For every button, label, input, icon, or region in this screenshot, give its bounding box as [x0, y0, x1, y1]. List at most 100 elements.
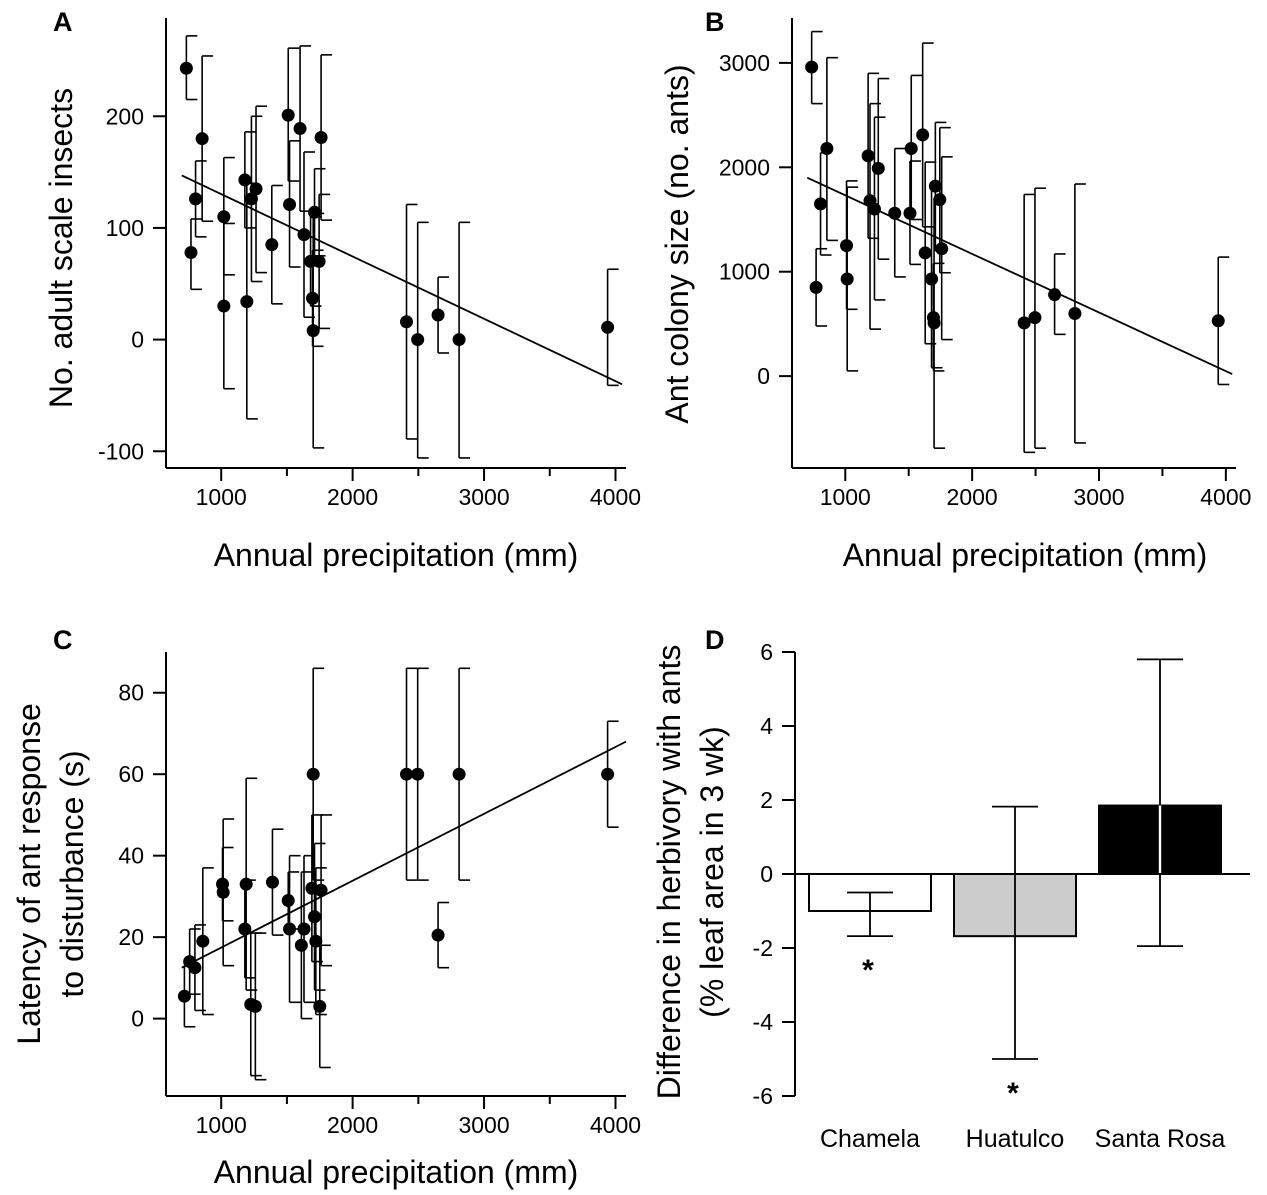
panel-c-point [309, 934, 323, 948]
panel-b-ylabel: Ant colony size (no. ants) [659, 64, 695, 423]
panel-a-point [431, 308, 445, 322]
panel-c-point [248, 999, 262, 1013]
panel-c-point [294, 938, 308, 952]
panel-b-point [1211, 314, 1225, 328]
panel-c-point [306, 767, 320, 781]
panel-c-xlabel: Annual precipitation (mm) [214, 1154, 579, 1190]
panel-c-ylabel-line1: Latency of ant response [11, 703, 47, 1045]
panel-c-ylabel-line2: to disturbance (s) [54, 750, 90, 997]
panel-c-point [177, 989, 191, 1003]
panel-b-y-tick-label: 2000 [719, 154, 770, 180]
panel-c-y-tick-label: 60 [118, 761, 144, 787]
panel-c-point [238, 922, 252, 936]
panel-b-point [927, 316, 941, 330]
panel-a-point [195, 132, 209, 146]
panel-c-point [297, 922, 311, 936]
panel-b-point [1017, 316, 1031, 330]
panel-b-point [903, 206, 917, 220]
panel-b-point [809, 280, 823, 294]
panel-c-point [188, 961, 202, 975]
panel-d-y-tick-label: 0 [760, 861, 773, 887]
panel-a-point [189, 192, 203, 206]
panel-b-point [820, 142, 834, 156]
panel-c-point [265, 875, 279, 889]
panel-a-point [452, 333, 466, 347]
panel-a-point [265, 238, 279, 252]
panel-b-point [933, 193, 947, 207]
panel-d-plot: -6 -4 -2 0 2 4 6 Chamela * Huatulco * Santa Rosa [753, 639, 1250, 1153]
panel-c-y-tick-label: 80 [118, 680, 144, 706]
panel-c-point [281, 893, 295, 907]
panel-a-point [400, 315, 414, 329]
panel-a-point [308, 205, 322, 219]
panel-a-y-tick-label: 200 [106, 103, 144, 129]
panel-c-point [239, 877, 253, 891]
panel-d-y-tick-label: -2 [753, 935, 773, 961]
panel-a-point [184, 245, 198, 259]
panel-c-point [411, 767, 425, 781]
panel-b-x-tick-label: 2000 [947, 484, 998, 510]
panel-c-point [601, 767, 615, 781]
panel-b-plot: 1000 2000 3000 4000 0 1000 2000 3000 [719, 18, 1251, 510]
panel-a-y-tick-label: 0 [131, 327, 144, 353]
panel-b-x-tick-label: 3000 [1073, 484, 1124, 510]
panel-a-x-tick-label: 2000 [327, 484, 378, 510]
panel-c-point [196, 934, 210, 948]
panel-b-y-tick-label: 0 [757, 363, 770, 389]
panel-c-point [283, 922, 297, 936]
panel-b-fit-line [806, 176, 1233, 375]
panel-d-y-tick-label: 2 [760, 787, 773, 813]
panel-a-point [179, 61, 193, 75]
panel-c-point [314, 883, 328, 897]
panel-a-ylabel: No. adult scale insects [43, 88, 79, 408]
panel-b-point [861, 149, 875, 163]
panel-d-significance-marker: * [1007, 1077, 1019, 1110]
panel-a-point [244, 192, 258, 206]
panel-a-point [312, 254, 326, 268]
panel-c: C 1000 2000 3000 4000 0 20 40 60 80 Annual preci… [11, 625, 641, 1190]
panel-c-x-tick-label: 1000 [196, 1112, 247, 1138]
panel-a-x-tick-label: 1000 [196, 484, 247, 510]
panel-a-plot: 1000 2000 3000 4000 -100 0 100 200 [98, 18, 641, 510]
panel-b-point [1068, 306, 1082, 320]
panel-d-y-tick-label: -6 [753, 1083, 773, 1109]
panel-d-category-label: Santa Rosa [1095, 1125, 1226, 1153]
panel-c-point [400, 767, 414, 781]
panel-c-x-tick-label: 3000 [458, 1112, 509, 1138]
panel-d-y-tick-label: 6 [760, 639, 773, 665]
panel-b-x-tick-label: 4000 [1200, 484, 1251, 510]
panel-b-point [814, 197, 828, 211]
panel-b-point [840, 239, 854, 253]
panel-d-y-tick-label: 4 [760, 713, 773, 739]
panel-a-point [217, 299, 231, 313]
panel-b-letter: B [705, 7, 725, 37]
panel-b-point [840, 272, 854, 286]
panel-a-letter: A [53, 7, 73, 37]
panel-b-point [805, 60, 819, 74]
panel-a-point [411, 333, 425, 347]
panel-a-point [249, 182, 263, 196]
panel-c-fit-line [181, 740, 627, 969]
panel-d-significance-marker: * [862, 954, 874, 987]
panel-a-point [601, 320, 615, 334]
panel-b-y-tick-label: 1000 [719, 259, 770, 285]
panel-a: A 1000 2000 3000 4000 -100 0 100 200 Annual pre… [43, 7, 641, 573]
panel-a-y-tick-label: -100 [98, 438, 144, 464]
panel-b-point [1028, 311, 1042, 325]
panel-a-point [217, 210, 231, 224]
panel-c-x-tick-label: 4000 [590, 1112, 641, 1138]
panel-a-point [314, 130, 328, 144]
panel-b-point [916, 128, 930, 142]
panel-a-point [238, 173, 252, 187]
panel-a-fit-line [181, 174, 623, 386]
panel-b: B 1000 2000 3000 4000 0 1000 2000 3000 Annual p… [659, 7, 1251, 573]
panel-c-point [308, 910, 322, 924]
panel-b-y-tick-label: 3000 [719, 50, 770, 76]
panel-b-point [925, 272, 939, 286]
panel-c-point [313, 999, 327, 1013]
panel-c-y-tick-label: 20 [118, 924, 144, 950]
panel-b-point [928, 179, 942, 193]
panel-a-point [240, 295, 254, 309]
